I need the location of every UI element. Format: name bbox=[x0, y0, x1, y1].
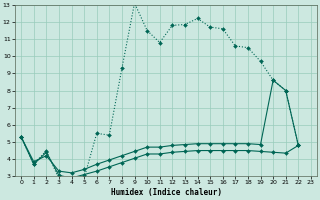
X-axis label: Humidex (Indice chaleur): Humidex (Indice chaleur) bbox=[110, 188, 221, 197]
